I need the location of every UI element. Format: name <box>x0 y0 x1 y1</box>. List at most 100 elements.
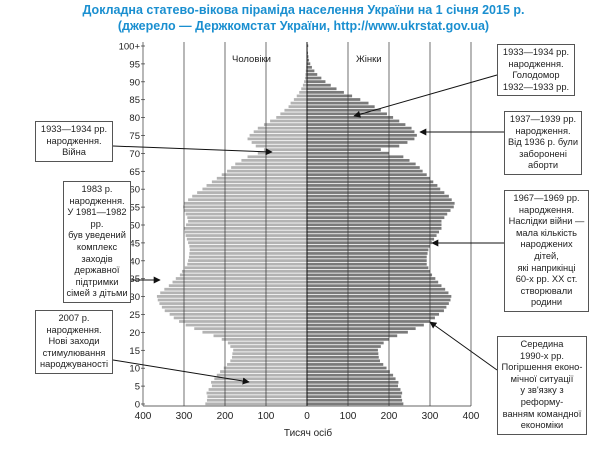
bar-male <box>305 73 307 76</box>
bar-male <box>187 216 307 220</box>
y-tick-label: 85 <box>129 95 140 106</box>
bar-male <box>227 363 307 366</box>
bar-female <box>307 112 387 116</box>
bar-male <box>293 98 307 101</box>
bar-female <box>307 223 442 227</box>
bar-male <box>235 162 307 166</box>
bar-female <box>307 216 445 220</box>
bar-female <box>307 90 344 94</box>
bar-male <box>221 173 307 177</box>
bar-male <box>276 116 307 119</box>
callout-line: Середина <box>520 339 564 349</box>
bar-female <box>307 166 420 169</box>
bar-female <box>307 51 309 55</box>
x-tick-label: 100 <box>340 411 357 422</box>
bar-female <box>307 384 399 388</box>
bar-female <box>307 187 441 191</box>
bar-female <box>307 348 378 352</box>
callout-line: аборти <box>527 160 559 171</box>
callout-right-1990: Середина 1990-х рр. Погіршення еконо- мі… <box>497 336 587 435</box>
bar-female <box>307 180 434 184</box>
arrow-left-1933 <box>112 145 273 156</box>
bar-male <box>188 255 307 259</box>
arrow-right-famine <box>353 74 498 118</box>
callout-line: народжених дітей, <box>520 239 573 261</box>
bar-female <box>307 133 417 137</box>
bar-female <box>307 316 435 320</box>
bar-female <box>307 398 403 402</box>
bar-male <box>175 277 307 280</box>
x-tick-label: 300 <box>176 411 193 422</box>
bar-female <box>307 198 452 202</box>
bar-male <box>305 69 307 73</box>
bar-female <box>307 87 337 91</box>
bar-male <box>231 166 307 169</box>
bar-male <box>156 295 307 298</box>
bar-male <box>189 252 307 255</box>
callout-line: Погіршення еконо- <box>501 362 583 373</box>
callout-line: Наслідки війни — <box>508 216 585 227</box>
bar-male <box>164 309 307 313</box>
bar-male <box>213 334 307 338</box>
y-tick-label: 80 <box>129 113 140 124</box>
grid-group <box>142 42 472 407</box>
bar-female <box>307 201 455 205</box>
bar-female <box>307 295 452 298</box>
x-axis-label: Тисяч осіб <box>284 427 332 439</box>
bar-female <box>307 184 438 187</box>
bar-male <box>185 234 307 237</box>
y-tick-label: 100+ <box>119 42 141 53</box>
y-tick-label: 10 <box>129 364 140 375</box>
arrows-group <box>112 74 504 385</box>
bar-male <box>247 137 307 141</box>
bar-female <box>307 302 449 305</box>
bar-female <box>307 259 427 262</box>
callout-line: Від 1936 р. були <box>507 137 579 148</box>
bar-female <box>307 255 427 259</box>
bar-male <box>188 198 307 202</box>
bar-male <box>304 80 307 83</box>
bar-male <box>206 398 307 402</box>
bar-male <box>251 141 307 144</box>
y-tick-label: 65 <box>129 167 140 178</box>
chart-title-line-1: Докладна статево-вікова піраміда населен… <box>82 3 525 17</box>
callout-line: 1967—1969 рр. <box>513 193 580 203</box>
bar-female <box>307 269 430 273</box>
bar-male <box>230 345 307 348</box>
bar-male <box>230 359 307 363</box>
bar-male <box>211 384 307 388</box>
bar-female <box>307 212 448 216</box>
callout-left-1983: 1983 р. народження. У 1981—1982 рр. був … <box>63 181 131 303</box>
bar-male <box>280 112 307 116</box>
bar-male <box>172 280 307 284</box>
bar-male <box>223 366 307 370</box>
bar-female <box>307 94 353 98</box>
bar-female <box>307 130 415 134</box>
bar-male <box>186 223 307 227</box>
callout-line: 1933—1934 рр. <box>502 47 570 57</box>
callout-line: заборонені <box>519 148 567 159</box>
callout-line: сімей з дітьми <box>66 288 128 299</box>
bar-female <box>307 126 412 130</box>
callout-line: народження. <box>515 125 571 136</box>
bar-male <box>249 133 307 137</box>
bar-female <box>307 137 415 141</box>
bar-male <box>214 377 307 381</box>
callout-line: народження. <box>508 58 564 69</box>
bar-male <box>205 402 307 406</box>
callout-line: мала кількість <box>515 227 578 238</box>
bar-male <box>173 316 307 320</box>
bar-male <box>184 230 307 234</box>
bar-male <box>290 101 307 105</box>
bar-male <box>179 320 307 323</box>
bar-male <box>187 262 307 266</box>
bar-male <box>197 191 307 194</box>
bar-female <box>307 366 387 370</box>
bar-female <box>307 370 390 373</box>
bar-male <box>169 312 307 316</box>
bar-male <box>233 348 307 352</box>
bar-male <box>188 219 307 223</box>
bar-female <box>307 305 447 309</box>
y-tick-label: 90 <box>129 77 140 88</box>
bar-male <box>227 341 307 345</box>
